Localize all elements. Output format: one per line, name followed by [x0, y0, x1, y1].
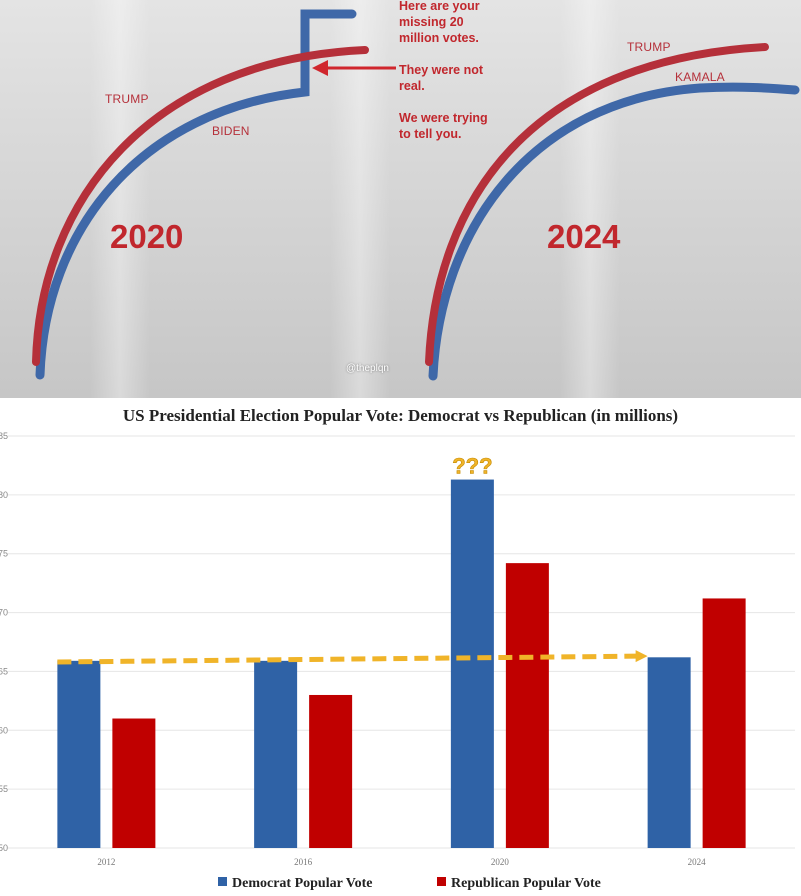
meme-image: TRUMP BIDEN 2020 Here are your missing 2…: [0, 0, 801, 398]
note-line: They were not: [399, 63, 484, 77]
bar-republican-2024: [702, 598, 746, 848]
note-line: We were trying: [399, 111, 488, 125]
y-tick-label: 85: [0, 431, 8, 441]
note-line: million votes.: [399, 31, 479, 45]
chart-panel: US Presidential Election Popular Vote: D…: [0, 398, 801, 896]
bar-democrat-2016: [254, 660, 298, 848]
legend-label-democrat: Democrat Popular Vote: [232, 876, 373, 891]
kamala-curve-2024: [428, 82, 800, 381]
bar-democrat-2024: [647, 657, 691, 848]
legend-democrat: Democrat Popular Vote: [218, 876, 373, 892]
y-tick-label: 80: [0, 490, 8, 500]
legend-swatch-republican: [437, 877, 446, 886]
legend-swatch-democrat: [218, 877, 227, 886]
y-tick-label: 65: [0, 666, 8, 676]
y-tick-layer: 50 55 60 65 70 75 80 85: [0, 431, 8, 853]
annotation-layer: ???: [452, 453, 493, 479]
trend-arrow-line: [57, 653, 640, 665]
y-tick-label: 75: [0, 549, 8, 559]
trump-label-2024: TRUMP: [627, 40, 671, 54]
year-2020-label: 2020: [110, 218, 184, 255]
arrow-head: [312, 60, 328, 76]
y-tick-label: 55: [0, 784, 8, 794]
chart-title: US Presidential Election Popular Vote: D…: [122, 406, 679, 425]
bar-layer: [57, 479, 746, 848]
x-tick-label: 2020: [491, 857, 510, 867]
bar-chart: 2012 2016 2020 2024 50 55 60 65 70 75 80 85 ???: [0, 431, 795, 867]
annotation-note: Here are your missing 20 million votes. …: [399, 0, 488, 142]
x-tick-layer: 2012 2016 2020 2024: [97, 857, 706, 867]
year-2024-label: 2024: [547, 218, 621, 255]
bar-republican-2012: [112, 718, 156, 848]
watermark-handle: @theplqn: [346, 363, 389, 374]
note-line: real.: [399, 79, 425, 93]
question-marks-annotation: ???: [452, 454, 492, 479]
trend-arrow-head: [635, 650, 648, 663]
biden-label-2020: BIDEN: [212, 124, 250, 138]
bar-democrat-2012: [57, 660, 101, 848]
kamala-label-2024: KAMALA: [675, 70, 725, 84]
x-tick-label: 2024: [688, 857, 707, 867]
x-tick-label: 2012: [97, 857, 115, 867]
note-line: missing 20: [399, 15, 464, 29]
x-tick-label: 2016: [294, 857, 313, 867]
note-line: to tell you.: [399, 127, 462, 141]
y-tick-label: 50: [0, 843, 8, 853]
biden-curve-2020: [35, 9, 357, 380]
y-tick-label: 60: [0, 725, 8, 735]
trend-layer: [57, 650, 648, 665]
y-tick-label: 70: [0, 608, 8, 618]
curves-drawing: [32, 9, 800, 381]
note-line: Here are your: [399, 0, 480, 13]
trump-curve-2024: [425, 43, 769, 366]
bar-democrat-2020: [450, 479, 494, 848]
legend-republican: Republican Popular Vote: [437, 876, 601, 892]
bar-republican-2020: [505, 563, 549, 848]
legend-label-republican: Republican Popular Vote: [451, 876, 601, 891]
bar-republican-2016: [309, 694, 353, 848]
trump-label-2020: TRUMP: [105, 92, 149, 106]
trump-curve-2020: [32, 46, 369, 366]
